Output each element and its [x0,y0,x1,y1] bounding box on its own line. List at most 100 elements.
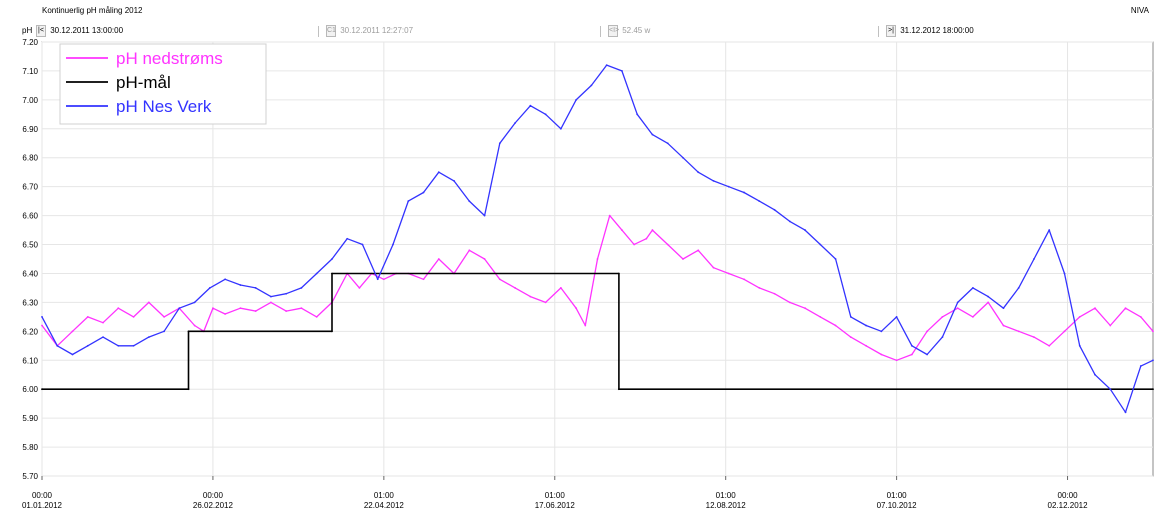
start-time-value: 30.12.2011 13:00:00 [50,26,124,35]
series-1-point [1063,330,1066,333]
go-start-button[interactable]: |< [36,24,46,37]
x-tick-date: 01.01.2012 [22,501,63,510]
cursor-time-value: 30.12.2011 12:27:07 [340,26,414,35]
span-button[interactable]: <I> [608,24,619,37]
series-3-point [41,315,43,318]
series-3-point [117,344,120,347]
series-1-point [1002,324,1005,327]
series-3-point [1078,344,1081,347]
series-3-point [468,200,471,203]
series-1-point [1078,315,1081,318]
series-2-point [187,388,190,391]
y-tick-label: 6.40 [22,269,38,278]
y-tick-label: 5.70 [22,472,38,481]
cursor-button[interactable]: C1 [326,24,336,37]
series-3-point [849,315,852,318]
series-2-point [331,272,333,275]
series-3-point [285,292,288,295]
series-1-point [300,307,303,310]
series-3-point [163,330,165,333]
y-tick-label: 6.50 [22,241,38,250]
series-3-point [590,84,593,87]
series-1-point [633,243,636,246]
series-1-point [819,315,822,318]
series-3-point [147,336,150,339]
series-3-point [621,70,623,72]
series-3-point [987,295,990,298]
series-3-point [758,200,761,203]
series-3-point [208,287,211,289]
span-field[interactable]: <I> 52.45 w [608,24,650,37]
cursor-time-field[interactable]: C1 30.12.2011 12:27:07 [326,24,413,37]
series-1-point [559,287,562,289]
series-3-point [956,301,959,304]
series-1-point [773,292,776,295]
y-tick-label: 6.30 [22,298,38,307]
series-1-point [1033,336,1035,339]
series-3-point [224,278,227,281]
series-1-point [575,307,578,310]
series-1-point [987,301,990,304]
series-3-point [1063,272,1066,275]
series-3-point [346,237,349,240]
series-1-point [608,214,611,217]
series-1-point [483,258,486,260]
series-3-point [376,278,379,281]
series-1-point [666,243,669,246]
x-tick-time: 01:00 [545,491,566,500]
series-3-point [1002,307,1005,310]
series-1-point [1094,307,1096,310]
series-3-point [178,307,181,310]
series-1-point [834,324,837,327]
x-tick-date: 12.08.2012 [706,501,747,510]
go-end-button[interactable]: >| [886,24,896,37]
series-3-point [102,336,104,339]
series-3-point [193,301,196,304]
series-3-point [437,171,440,174]
unit-label: pH [22,26,33,35]
series-3-point [498,142,501,145]
series-3-point [910,344,913,347]
series-3-point [819,243,822,246]
series-3-point [575,98,578,101]
series-3-point [1048,229,1051,231]
y-tick-label: 6.70 [22,183,38,192]
series-1-point [788,301,791,304]
series-3-point [727,185,730,188]
x-tick-time: 00:00 [32,491,53,500]
series-3-point [865,324,867,327]
series-3-point [71,353,74,356]
series-1-point [285,310,288,312]
series-3-point [331,258,333,260]
series-1-point [1152,330,1154,333]
y-tick-label: 7.00 [22,96,38,105]
series-3-point [682,156,684,159]
series-1-point [117,307,120,310]
org-label: NIVA [1130,6,1149,15]
toolbar-divider [878,26,879,37]
y-axis: 7.20 7.10 7.00 6.90 6.80 6.70 6.60 6.50 6.40 6.30… [22,38,38,481]
series-3-point [514,122,516,124]
plot-area [41,64,1154,414]
x-tick-time: 01:00 [887,491,908,500]
end-time-field[interactable]: >| 31.12.2012 18:00:00 [886,24,974,37]
series-3-point [86,344,89,347]
series-3-point [56,344,59,347]
series-1-point [727,272,730,275]
series-3-point [1139,365,1142,367]
series-1-point [224,313,227,315]
series-1-point [102,321,104,324]
series-1-point [270,301,272,304]
end-time-value: 31.12.2012 18:00:00 [900,26,974,35]
start-time-field[interactable]: |< 30.12.2011 13:00:00 [36,24,123,37]
legend-label-3: pH Nes Verk [116,97,212,116]
series-3-point [422,191,425,194]
series-3-point [1152,359,1154,362]
toolbar-divider [600,26,601,37]
series-1-point [382,278,385,281]
series-1-point [422,278,425,281]
series-3-point [300,287,303,289]
x-tick-time: 01:00 [716,491,737,500]
time-toolbar: pH |< 30.12.2011 13:00:00 C1 30.12.2011 … [0,24,1155,38]
series-3-point [361,243,364,246]
